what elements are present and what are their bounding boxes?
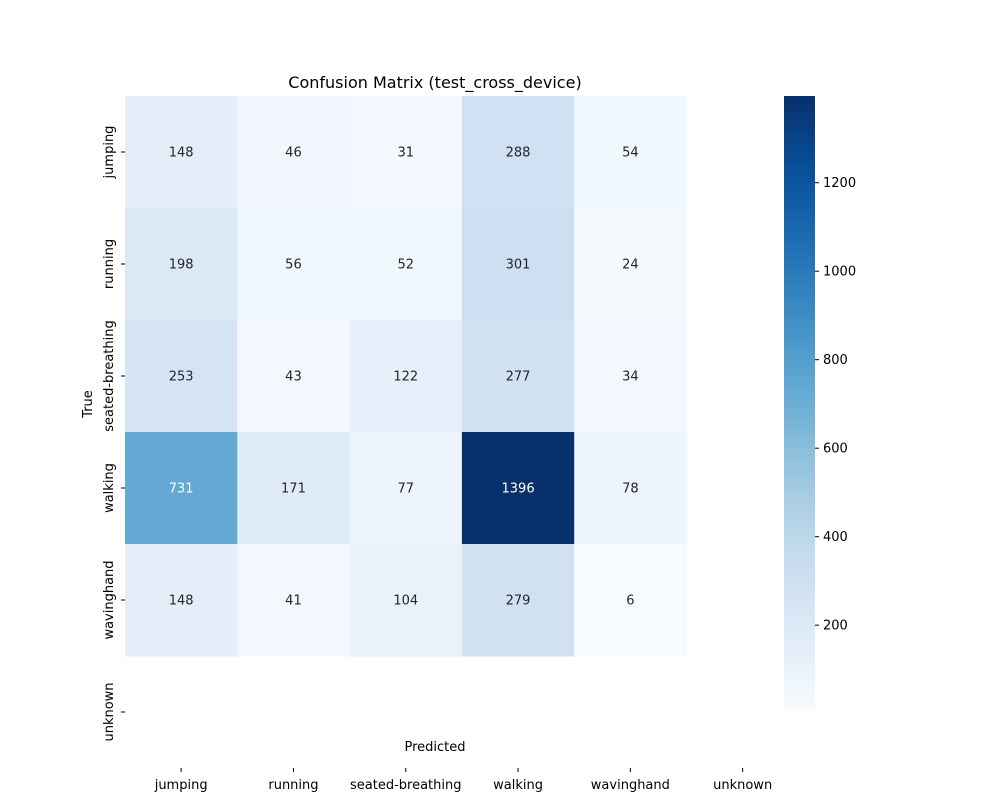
heatmap-cell-3-2 [349, 432, 463, 545]
x-tick-label: wavinghand [591, 778, 670, 793]
heatmap-cell-0-1 [237, 96, 351, 209]
y-tick-label: walking [102, 463, 117, 513]
heatmap-cell-0-3 [461, 96, 575, 209]
cell-value-1-3: 301 [506, 258, 531, 273]
colorbar-tick-label: 400 [823, 530, 848, 545]
colorbar-tick-label: 1200 [823, 176, 856, 191]
cell-value-2-3: 277 [506, 370, 531, 385]
heatmap-cell-1-2 [349, 208, 463, 321]
heatmap-cell-4-0 [125, 544, 238, 657]
x-tick-label: seated-breathing [350, 778, 462, 793]
heatmap-cell-3-0 [125, 432, 238, 545]
cell-value-0-3: 288 [506, 146, 531, 161]
heatmap-cell-0-4 [574, 96, 688, 209]
cell-value-0-4: 54 [622, 146, 639, 161]
cell-value-4-1: 41 [285, 594, 302, 609]
heatmap-cell-2-2 [349, 320, 463, 433]
heatmap-cell-1-4 [574, 208, 688, 321]
y-axis-label: True [81, 390, 96, 419]
cell-value-0-2: 31 [397, 146, 414, 161]
y-axis-ticks: jumping running seated-breathing walking wav… [102, 126, 125, 742]
heatmap-cell-4-2 [349, 544, 463, 657]
y-tick-label: seated-breathing [102, 320, 117, 432]
heatmap-cell-1-3 [461, 208, 575, 321]
x-tick-label: jumping [154, 778, 208, 793]
heatmap-cell-2-3 [461, 320, 575, 433]
cell-value-1-1: 56 [285, 258, 302, 273]
colorbar-tick-label: 200 [823, 619, 848, 634]
cell-value-2-1: 43 [285, 370, 302, 385]
cell-value-1-2: 52 [397, 258, 414, 273]
cell-value-1-0: 198 [169, 258, 194, 273]
cell-value-4-2: 104 [393, 594, 418, 609]
colorbar [784, 96, 815, 711]
cell-value-1-4: 24 [622, 258, 639, 273]
x-tick-label: unknown [713, 778, 772, 793]
heatmap-cell-2-0 [125, 320, 238, 433]
heatmap-cell-2-4 [574, 320, 688, 433]
x-axis-ticks: jumping running seated-breathing walking wav… [154, 768, 772, 793]
colorbar-tick-label: 800 [823, 353, 848, 368]
chart-title: Confusion Matrix (test_cross_device) [288, 73, 581, 93]
heatmap-cell-3-3 [461, 432, 575, 545]
cell-value-3-2: 77 [397, 482, 414, 497]
y-tick-label: jumping [102, 126, 117, 180]
cell-value-4-4: 6 [626, 594, 634, 609]
heatmap-cell-4-4 [574, 544, 688, 657]
heatmap-cell-3-1 [237, 432, 351, 545]
cell-value-2-2: 122 [393, 370, 418, 385]
cell-value-3-3: 1396 [502, 482, 535, 497]
y-tick-label: unknown [102, 682, 117, 741]
heatmap-cell-1-1 [237, 208, 351, 321]
cell-value-3-1: 171 [281, 482, 306, 497]
cell-value-3-0: 731 [169, 482, 194, 497]
colorbar-tick-label: 600 [823, 442, 848, 457]
cell-value-0-1: 46 [285, 146, 302, 161]
heatmap-cell-3-4 [574, 432, 688, 545]
cell-value-3-4: 78 [622, 482, 639, 497]
x-axis-label: Predicted [404, 740, 465, 755]
heatmap-cells: 148 46 31 288 54 198 56 52 301 24 253 43 122 277 34 731… [125, 96, 688, 657]
cell-value-2-4: 34 [622, 370, 639, 385]
heatmap-cell-0-0 [125, 96, 238, 209]
cell-value-4-3: 279 [506, 594, 531, 609]
y-tick-label: wavinghand [102, 560, 117, 639]
heatmap-cell-2-1 [237, 320, 351, 433]
colorbar-ticks: 200 400 600 800 1000 1200 [815, 176, 856, 634]
heatmap-cell-4-3 [461, 544, 575, 657]
heatmap-cell-0-2 [349, 96, 463, 209]
cell-value-0-0: 148 [169, 146, 194, 161]
heatmap-cell-4-1 [237, 544, 351, 657]
cell-value-2-0: 253 [169, 370, 194, 385]
colorbar-tick-label: 1000 [823, 265, 856, 280]
heatmap-cell-1-0 [125, 208, 238, 321]
x-tick-label: running [268, 778, 318, 793]
cell-value-4-0: 148 [169, 594, 194, 609]
y-tick-label: running [102, 239, 117, 289]
x-tick-label: walking [493, 778, 543, 793]
